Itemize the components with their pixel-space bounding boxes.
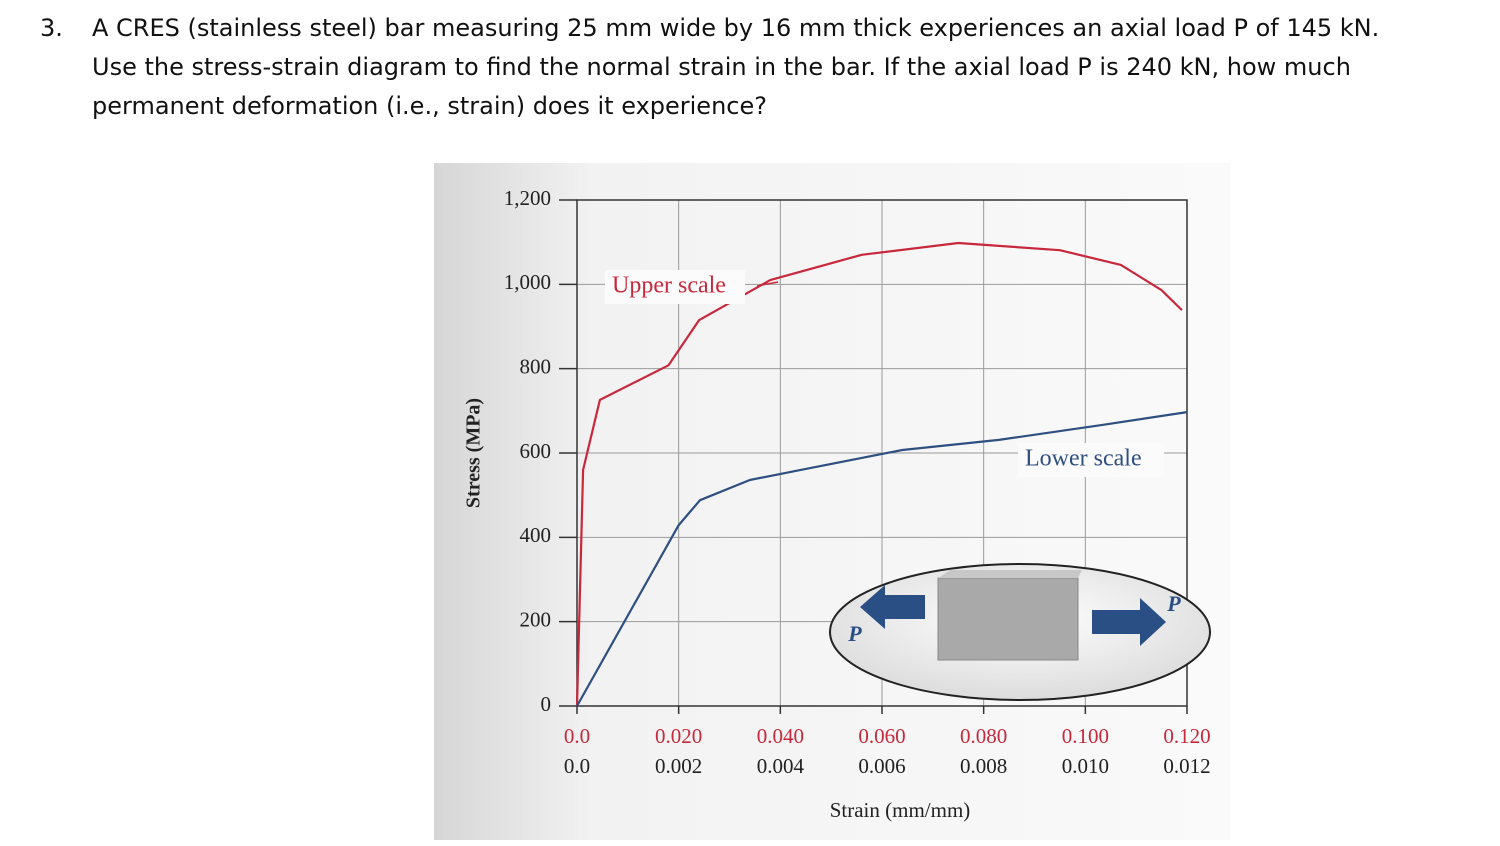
x2-tick-label: 0.060 (858, 724, 905, 748)
question: 3. A CRES (stainless steel) bar measurin… (0, 0, 1500, 130)
x2-tick-label: 0.0 (564, 724, 590, 748)
y-tick-label: 1,000 (504, 270, 551, 294)
y-tick-label: 400 (520, 523, 552, 547)
bar-specimen (937, 577, 1079, 661)
arrow-right (1092, 598, 1166, 646)
y-axis-label: Stress (MPa) (463, 398, 485, 508)
series-label: Lower scale (1025, 446, 1142, 472)
x-tick-label: 0.004 (757, 754, 805, 778)
annotation-bg (605, 270, 745, 304)
x2-tick-label: 0.020 (655, 724, 702, 748)
data-line (575, 241, 1183, 707)
inset-label: P (847, 621, 862, 646)
x2-tick-label: 0.120 (1163, 724, 1210, 748)
question-line: permanent deformation (i.e., strain) doe… (92, 92, 767, 120)
inset (829, 563, 1211, 701)
bar-top (938, 570, 1082, 578)
x2-tick-label: 0.080 (960, 724, 1007, 748)
x-tick-label: 0.006 (858, 754, 905, 778)
series-label-leader (756, 281, 779, 287)
y-tick-label: 200 (520, 607, 552, 631)
inset-label: P (1166, 591, 1181, 616)
y-tick-label: 0 (541, 692, 552, 716)
y-tick-label: 600 (520, 439, 552, 463)
x2-tick-label: 0.040 (757, 724, 804, 748)
question-line: A CRES (stainless steel) bar measuring 2… (92, 14, 1380, 42)
x-tick-label: 0.0 (564, 754, 590, 778)
y-tick-label: 1,200 (504, 186, 551, 210)
series-label: Upper scale (612, 273, 726, 299)
arrow-left (860, 585, 925, 629)
figure-background (434, 163, 1230, 840)
question-line: Use the stress-strain diagram to find th… (92, 53, 1351, 81)
data-line (576, 411, 1188, 707)
question-number: 3. (40, 14, 63, 42)
y-tick-label: 800 (520, 354, 552, 378)
x-tick-label: 0.012 (1163, 754, 1210, 778)
x2-tick-label: 0.100 (1062, 724, 1109, 748)
x-tick-label: 0.010 (1062, 754, 1109, 778)
x-axis-label: Strain (mm/mm) (830, 798, 971, 822)
x-tick-label: 0.002 (655, 754, 702, 778)
annotation-bg (1018, 443, 1164, 477)
x-tick-label: 0.008 (960, 754, 1007, 778)
